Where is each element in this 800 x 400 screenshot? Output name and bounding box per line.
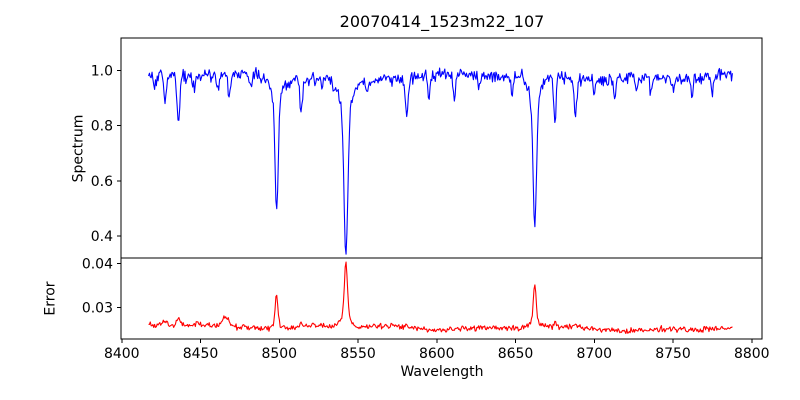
y-axis-label-error: Error [42, 281, 59, 316]
spectrum-axes-frame [120, 37, 763, 259]
x-tick-label: 8400 [104, 346, 140, 362]
spectrum-y-tick-label: 0.4 [91, 229, 113, 245]
x-tick-label: 8650 [498, 346, 534, 362]
spectrum-y-tick-label: 0.6 [91, 174, 113, 190]
x-tick-label: 8600 [419, 346, 455, 362]
spectrum-y-tick-label: 1.0 [91, 64, 113, 80]
x-tick-label: 8550 [340, 346, 376, 362]
spectrum-y-tick-label: 0.8 [91, 119, 113, 135]
x-axis-label: Wavelength [400, 364, 484, 380]
spectrum-series [148, 66, 733, 255]
plot-title: 20070414_1523m22_107 [339, 12, 545, 31]
error-y-tick-label: 0.04 [82, 256, 113, 272]
error-series [148, 261, 733, 335]
y-axis-label-spectrum: Spectrum [70, 114, 87, 183]
spectrum-line [148, 66, 733, 255]
error-y-tick-label: 0.03 [82, 300, 113, 316]
x-tick-label: 8750 [655, 346, 691, 362]
error-axes-frame [120, 257, 763, 340]
error-line [148, 261, 733, 335]
x-tick-label: 8500 [261, 346, 297, 362]
x-tick-label: 8450 [183, 346, 219, 362]
x-tick-label: 8800 [734, 346, 770, 362]
x-tick-label: 8700 [576, 346, 612, 362]
